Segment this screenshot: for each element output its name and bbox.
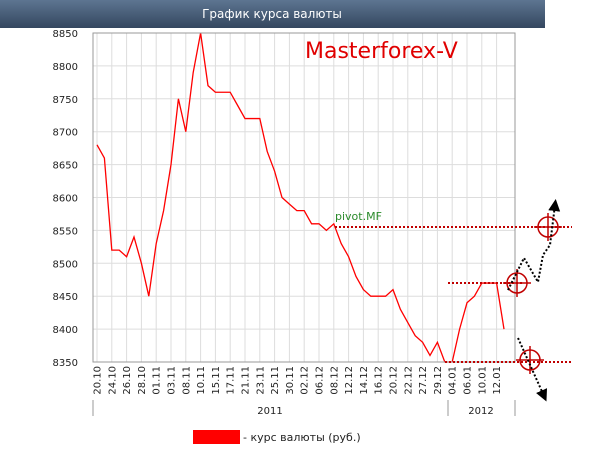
data-line <box>96 32 505 363</box>
y-tick-label: 8700 <box>53 128 78 139</box>
x-tick-label: 12.01 <box>492 366 503 395</box>
x-tick-label: 12.12 <box>344 366 355 395</box>
x-tick-label: 16.12 <box>374 366 385 395</box>
x-group-label: 2011 <box>257 406 282 417</box>
x-tick-label: 28.10 <box>137 366 148 395</box>
x-tick-label: 24.10 <box>107 366 118 395</box>
x-tick-label: 01.11 <box>152 366 163 395</box>
y-tick-label: 8500 <box>53 259 78 270</box>
plot: 8350 8400 8450 8500 8550 8600 8650 8700 8750 8800… <box>53 29 515 395</box>
x-tick-label: 27.12 <box>418 366 429 395</box>
y-tick-label: 8650 <box>53 161 78 172</box>
x-tick-label: 08.11 <box>181 366 192 395</box>
brand-annotation: Masterforex-V <box>305 39 458 64</box>
x-tick-label: 23.11 <box>255 366 266 395</box>
x-tick-label: 25.11 <box>270 366 281 395</box>
y-tick-label: 8550 <box>53 226 78 237</box>
pivot-annotation: pivot.MF <box>335 210 382 223</box>
x-tick-label: 06.12 <box>315 366 326 395</box>
x-tick-label: 26.10 <box>122 366 133 395</box>
x-tick-label: 21.11 <box>241 366 252 395</box>
legend-swatch <box>193 430 240 444</box>
y-tick-label: 8350 <box>53 358 78 369</box>
x-tick-label: 20.10 <box>93 366 104 395</box>
x-tick-label: 17.11 <box>226 366 237 395</box>
y-tick-label: 8400 <box>53 325 78 336</box>
x-tick-label: 08.12 <box>329 366 340 395</box>
decoration <box>503 213 562 374</box>
x-tick-label: 02.12 <box>300 366 311 395</box>
header-title: График курса валюты <box>202 7 342 21</box>
x-tick-label: 30.11 <box>285 366 296 395</box>
x-tick-label: 22.12 <box>403 366 414 395</box>
decoration <box>335 226 572 363</box>
y-tick-label: 8750 <box>53 95 78 106</box>
y-tick-label: 8850 <box>53 29 78 40</box>
y-tick-label: 8600 <box>53 194 78 205</box>
x-group-label: 2012 <box>468 406 493 417</box>
x-tick-label: 10.01 <box>477 366 488 395</box>
decoration <box>507 199 561 402</box>
x-tick-label: 20.12 <box>389 366 400 395</box>
x-tick-label: 06.01 <box>463 366 474 395</box>
x-tick-label: 10.11 <box>196 366 207 395</box>
x-tick-label: 15.11 <box>211 366 222 395</box>
legend-label: - курс валюты (руб.) <box>243 431 361 444</box>
plot-frame <box>92 32 516 363</box>
x-tick-label: 14.12 <box>359 366 370 395</box>
x-tick-label: 04.01 <box>448 366 459 395</box>
y-tick-label: 8800 <box>53 62 78 73</box>
header-bar <box>0 0 545 28</box>
y-tick-label: 8450 <box>53 292 78 303</box>
x-tick-label: 29.12 <box>433 366 444 395</box>
x-tick-label: 03.11 <box>167 366 178 395</box>
